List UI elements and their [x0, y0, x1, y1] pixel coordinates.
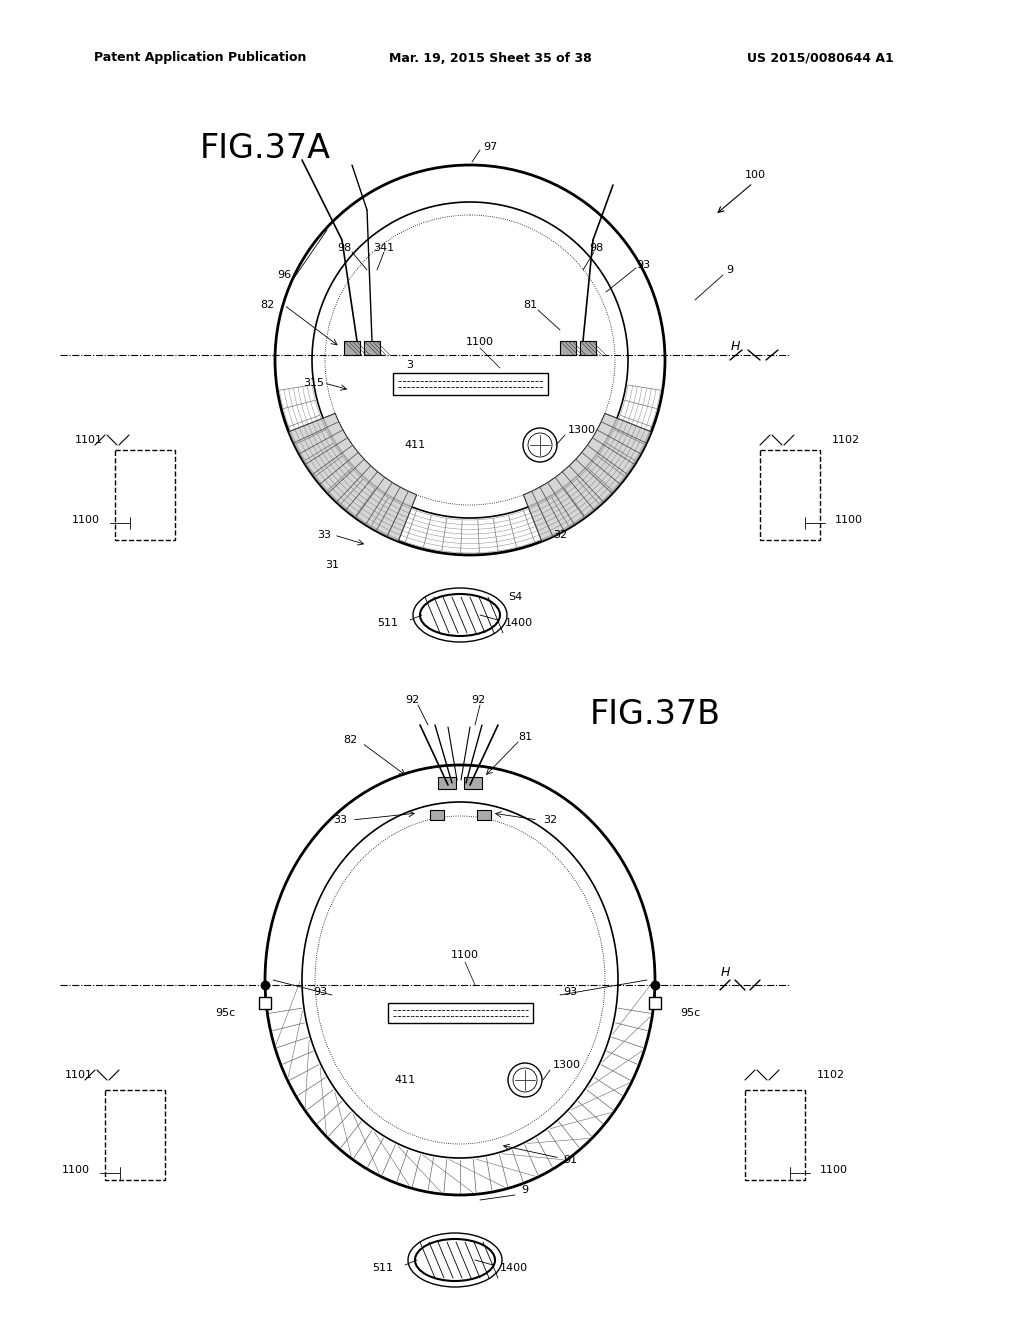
Text: 97: 97: [483, 143, 497, 152]
Bar: [105, 1090, 165, 1180]
Text: 1100: 1100: [451, 950, 479, 960]
FancyArrow shape: [183, 853, 243, 944]
Text: 82: 82: [343, 735, 357, 744]
Bar: [438, 777, 456, 789]
Text: 511: 511: [377, 618, 398, 628]
Bar: [580, 341, 596, 355]
Text: 98: 98: [589, 243, 603, 253]
Text: US 2015/0080644 A1: US 2015/0080644 A1: [746, 51, 893, 65]
Ellipse shape: [420, 594, 500, 636]
Text: 411: 411: [394, 1074, 416, 1085]
Text: 341: 341: [374, 243, 394, 253]
Text: 96: 96: [276, 271, 291, 280]
Text: 1100: 1100: [466, 337, 494, 347]
Bar: [560, 341, 575, 355]
Text: H: H: [730, 341, 739, 354]
Text: 33: 33: [333, 814, 347, 825]
Text: 95c: 95c: [680, 1008, 700, 1018]
Text: 95c: 95c: [215, 1008, 236, 1018]
Text: Patent Application Publication: Patent Application Publication: [94, 51, 306, 65]
Text: 100: 100: [744, 170, 766, 180]
Text: 3: 3: [407, 360, 414, 370]
Text: 315: 315: [303, 378, 325, 388]
Text: 1100: 1100: [72, 515, 100, 525]
Text: 1300: 1300: [568, 425, 596, 436]
Text: 93: 93: [636, 260, 650, 271]
Bar: [364, 341, 380, 355]
Bar: [344, 341, 360, 355]
Text: 93: 93: [313, 987, 327, 997]
Text: 1400: 1400: [500, 1263, 528, 1272]
Text: FIG.37A: FIG.37A: [200, 132, 331, 165]
Text: 92: 92: [404, 696, 419, 705]
Text: 1100: 1100: [62, 1166, 90, 1175]
Text: 1102: 1102: [831, 436, 860, 445]
Text: FIG.37B: FIG.37B: [590, 698, 721, 731]
Text: 1101: 1101: [65, 1071, 93, 1080]
Text: 32: 32: [553, 531, 567, 540]
Text: 9: 9: [726, 265, 733, 275]
Bar: [115, 450, 175, 540]
Text: 1102: 1102: [817, 1071, 845, 1080]
Text: S4: S4: [508, 591, 522, 602]
Text: Mar. 19, 2015 Sheet 35 of 38: Mar. 19, 2015 Sheet 35 of 38: [389, 51, 592, 65]
Text: 9: 9: [521, 1185, 528, 1195]
Text: 82: 82: [260, 300, 274, 310]
Text: 33: 33: [317, 531, 331, 540]
Text: 93: 93: [563, 987, 578, 997]
Text: 511: 511: [372, 1263, 393, 1272]
Text: 32: 32: [543, 814, 557, 825]
Polygon shape: [289, 413, 417, 541]
Text: 1100: 1100: [835, 515, 863, 525]
Text: E: E: [195, 867, 205, 883]
Text: 1101: 1101: [75, 436, 103, 445]
Bar: [477, 810, 490, 820]
Ellipse shape: [415, 1239, 495, 1280]
Text: 31: 31: [325, 560, 339, 570]
Text: 91: 91: [563, 1155, 578, 1166]
FancyArrow shape: [677, 853, 736, 944]
Text: F: F: [715, 867, 725, 883]
Text: 98: 98: [337, 243, 351, 253]
Bar: [760, 450, 820, 540]
Bar: [745, 1090, 805, 1180]
Text: H: H: [720, 966, 730, 979]
Text: 411: 411: [404, 440, 426, 450]
Bar: [392, 374, 548, 395]
Text: 92: 92: [471, 696, 485, 705]
Polygon shape: [523, 413, 651, 541]
Text: 1100: 1100: [820, 1166, 848, 1175]
Text: 1300: 1300: [553, 1060, 581, 1071]
Text: 1400: 1400: [505, 618, 534, 628]
Text: 81: 81: [523, 300, 537, 310]
Bar: [464, 777, 482, 789]
Bar: [387, 1003, 532, 1023]
Text: 81: 81: [518, 733, 532, 742]
Bar: [430, 810, 444, 820]
